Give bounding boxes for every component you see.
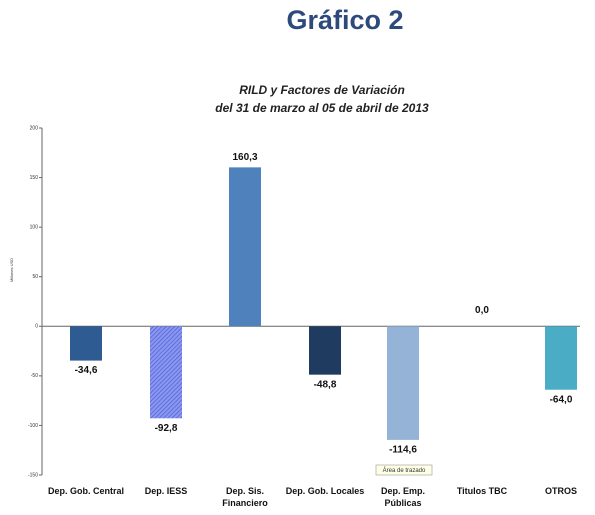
x-tick-label: Dep. Gob. Central	[48, 486, 124, 496]
y-axis-label: Millones USD	[9, 258, 14, 282]
value-label: -114,6	[389, 445, 417, 456]
x-tick-label: Dep. Gob. Locales	[286, 486, 365, 496]
y-tick-label: 200	[30, 125, 39, 131]
value-label: -48,8	[314, 379, 337, 390]
y-tick-label: 50	[32, 274, 38, 280]
x-tick-label: Dep. Emp. Públicas	[381, 486, 425, 508]
y-tick-label: -100	[28, 423, 38, 429]
x-tick-label: Dep. IESS	[145, 486, 188, 496]
value-label: -34,6	[75, 365, 98, 376]
tooltip-box	[375, 464, 433, 476]
bar	[150, 326, 182, 419]
value-label: 0,0	[475, 305, 489, 316]
value-label: -92,8	[155, 423, 178, 434]
y-tick-label: 0	[35, 324, 38, 330]
value-label: -64,0	[550, 394, 573, 405]
bar	[229, 167, 261, 327]
y-tick-label: 150	[30, 175, 39, 181]
value-label: 160,3	[232, 152, 257, 163]
bar	[70, 326, 102, 361]
y-tick-label: -150	[28, 472, 38, 478]
page-title: Gráfico 2	[286, 5, 403, 35]
x-tick-label: Titulos TBC	[457, 486, 508, 496]
y-tick-label: -50	[31, 373, 38, 379]
x-tick-label: OTROS	[545, 486, 577, 496]
chart-subtitle: del 31 de marzo al 05 de abril de 2013	[215, 101, 429, 115]
bar	[309, 326, 341, 375]
bar	[545, 326, 577, 390]
tooltip: Área de trazado	[383, 467, 426, 474]
bar	[387, 326, 419, 440]
x-tick-label: Dep. Sis. Financiero	[222, 486, 268, 508]
chart-title: RILD y Factores de Variación	[239, 83, 405, 97]
y-tick-label: 100	[30, 224, 39, 230]
